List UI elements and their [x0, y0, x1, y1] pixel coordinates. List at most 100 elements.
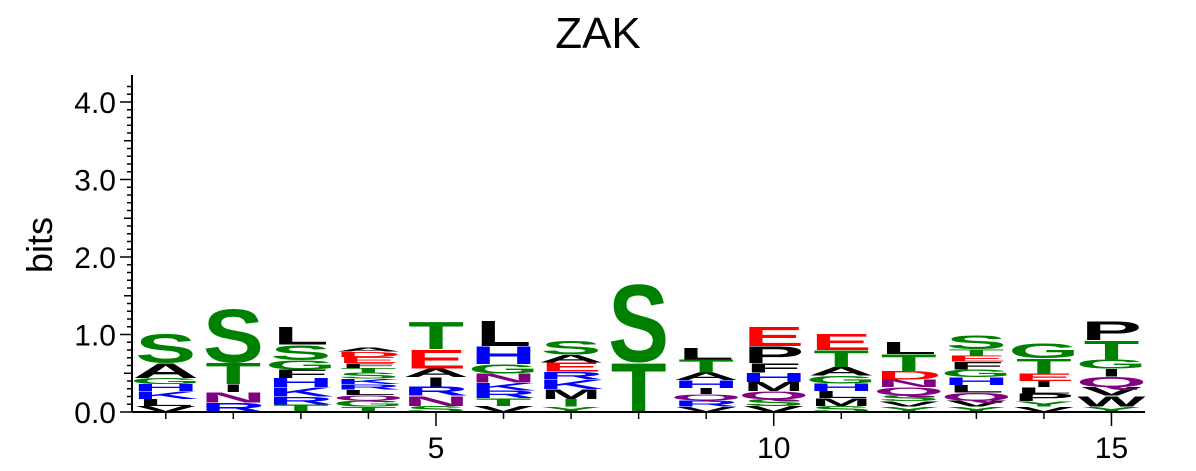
logo-letter: S — [878, 393, 939, 403]
logo-letter: M — [811, 396, 871, 408]
logo-letter: G — [1008, 339, 1079, 363]
logo-letter: K — [538, 377, 604, 392]
logo-letter: A — [808, 365, 874, 378]
logo-letter: T — [205, 357, 261, 391]
logo-letter: Q — [333, 393, 404, 402]
logo-letter: S — [405, 404, 466, 414]
logo-letter: G — [806, 374, 877, 386]
logo-letter: G — [941, 367, 1012, 379]
logo-letter: T — [948, 348, 1004, 358]
logo-letter: L — [1016, 386, 1072, 396]
logo-letter: Y — [541, 405, 602, 414]
logo-letter: Y — [1081, 405, 1142, 414]
logo-letter: T — [341, 405, 397, 414]
logo-letter: E — [743, 321, 804, 352]
logo-letter: S — [203, 294, 264, 379]
logo-letter: V — [1081, 385, 1143, 398]
logo-letter: T — [678, 356, 734, 377]
logo-letter: Q — [671, 393, 742, 403]
y-tick-label: 3.0 — [74, 165, 116, 198]
logo-letter: V — [676, 405, 737, 414]
logo-letter: G — [1076, 357, 1147, 372]
logo-letter: I — [223, 382, 245, 394]
logo-letter: R — [673, 399, 739, 409]
logo-letter: V — [946, 399, 1007, 409]
logo-letter: T — [408, 314, 464, 358]
logo-letter: R — [403, 384, 469, 399]
logo-letter: A — [335, 347, 401, 353]
logo-letter: T — [1084, 335, 1140, 365]
logo-letter: S — [135, 326, 196, 372]
logo-letter: H — [943, 375, 1009, 387]
logo-letter: K — [133, 389, 199, 401]
logo-letter: A — [673, 370, 739, 382]
logo-letter: Q — [738, 389, 809, 401]
logo-letter: L — [341, 388, 397, 397]
logo-letter: S — [338, 371, 399, 381]
x-tick-label: 10 — [757, 432, 790, 465]
chart-title: ZAK — [555, 9, 641, 58]
logo-letter: M — [744, 380, 804, 395]
logo-letter: S — [270, 341, 331, 365]
logo-letter: A — [403, 366, 469, 379]
logo-letter: E — [338, 355, 399, 365]
logo-letter: A — [538, 353, 604, 365]
logo-letter: R — [538, 370, 604, 382]
logo-letter: P — [1013, 391, 1074, 403]
logo-letter: L — [881, 338, 937, 357]
logo-letter: E — [946, 354, 1007, 364]
logo-letter: R — [471, 388, 537, 400]
logo-letter: T — [813, 346, 869, 372]
logo-letter: I — [1033, 379, 1055, 389]
logo-letter: K — [268, 385, 334, 400]
logo-letter: K — [471, 380, 537, 392]
logo-letter: T — [341, 367, 397, 374]
logo-letter: L — [678, 345, 734, 363]
logo-letter: H — [471, 342, 537, 370]
logo-letter: S — [541, 337, 602, 359]
logo-letter: I — [1101, 367, 1123, 379]
logo-letter: F — [746, 361, 802, 376]
y-tick-label: 0.0 — [74, 397, 116, 430]
x-tick-label: 5 — [428, 432, 445, 465]
axes: 0.0 1.0 2.0 3.0 4.0 5 10 15 — [74, 75, 1145, 465]
logo-letter: G — [130, 376, 201, 386]
logo-letter: I — [425, 375, 447, 389]
logo-letter: L — [476, 314, 532, 354]
logo-letter: R — [268, 394, 334, 406]
logo-letter: S — [811, 404, 872, 414]
y-tick-label: 1.0 — [74, 320, 116, 353]
logo-letter: F — [273, 367, 329, 380]
logo-letter: V — [743, 404, 804, 414]
logo-letter: E — [541, 360, 602, 375]
logo-letter: K — [335, 377, 401, 386]
logo-letter: E — [811, 330, 872, 355]
logo-letter: T — [1016, 354, 1072, 378]
logo-letter: G — [333, 399, 404, 409]
logo-letter: G — [468, 362, 539, 377]
logo-letter: F — [341, 362, 397, 369]
logo-letter: H — [808, 381, 874, 393]
logo-letter: S — [946, 332, 1007, 354]
logo-letter: E — [1013, 371, 1074, 383]
y-tick-label: 2.0 — [74, 242, 116, 275]
logo-letter: L — [138, 397, 194, 408]
logo-letter: P — [1081, 316, 1142, 346]
y-tick-label: 4.0 — [74, 87, 116, 120]
logo-letter: Q — [873, 385, 944, 397]
logo-letter: R — [335, 383, 401, 392]
logo-letter: T — [476, 396, 532, 408]
logo-letter: S — [743, 397, 804, 408]
letter-stacks: VLKHGASRNITSTRKHFGSLTGQLRKSTFEDASNRIAETV… — [130, 262, 1147, 427]
logo-letter: L — [813, 389, 869, 400]
logo-letter: W — [1077, 393, 1146, 410]
logo-letter: M — [541, 386, 601, 402]
logo-letter: Y — [1013, 400, 1074, 409]
